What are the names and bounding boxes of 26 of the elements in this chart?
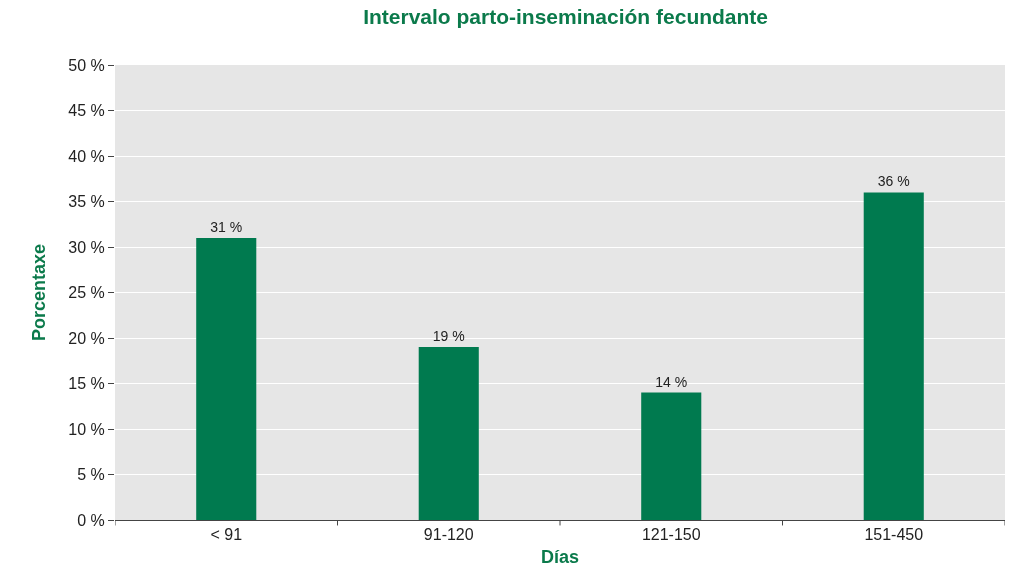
bar [641,392,702,520]
y-tick-label: 40 % [68,147,105,165]
y-tick-label: 5 % [77,466,105,484]
y-tick-label: 0 % [77,511,105,529]
y-tick-label: 20 % [68,329,105,347]
x-tick-label: 121-150 [641,526,701,544]
y-tick-label: 45 % [68,102,105,120]
y-tick-label: 15 % [68,375,105,393]
y-tick-label: 10 % [68,420,105,438]
x-axis-title: Días [540,547,580,568]
data-label: 31 % [210,218,243,235]
data-label: 19 % [432,328,465,345]
x-tick-label: < 91 [210,526,243,544]
x-tick-label: 151-450 [864,526,924,544]
chart-title: Intervalo parto-inseminación fecundante [363,4,769,28]
x-tick-label: 91-120 [423,526,474,544]
bar [196,237,257,520]
y-tick-label: 50 % [68,56,105,74]
y-tick-label: 25 % [68,284,105,302]
y-tick-label: 35 % [68,193,105,211]
bar [418,347,479,520]
data-label: 14 % [655,373,688,390]
y-tick-label: 30 % [68,238,105,256]
bar [863,192,924,520]
data-label: 36 % [877,173,910,190]
y-axis-title: Porcentaxe [28,243,49,342]
